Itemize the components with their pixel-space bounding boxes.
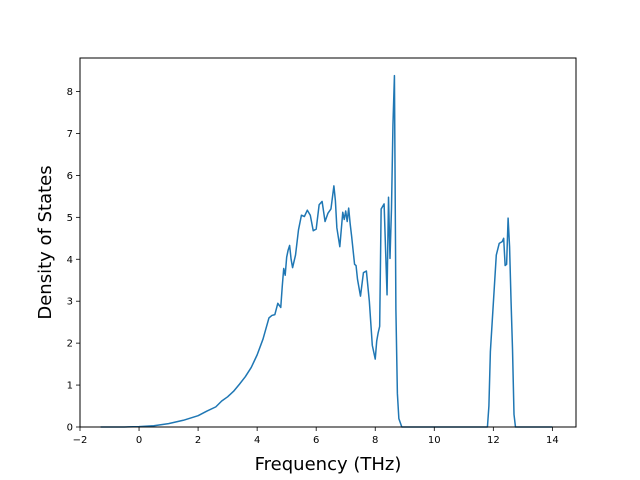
x-tick-label: 8 xyxy=(372,435,378,446)
x-tick-label: 12 xyxy=(487,435,500,446)
y-tick-label: 0 xyxy=(67,423,73,434)
dos-series-line-0 xyxy=(100,74,553,428)
y-tick-label: 3 xyxy=(67,297,73,308)
y-tick-label: 7 xyxy=(67,129,73,140)
y-tick-label: 8 xyxy=(67,87,73,98)
y-axis-label: Density of States xyxy=(35,165,56,319)
y-tick-label: 4 xyxy=(67,255,73,266)
x-tick-label: 10 xyxy=(428,435,441,446)
x-tick-label: −2 xyxy=(73,435,88,446)
x-tick-label: 0 xyxy=(136,435,142,446)
y-tick-label: 5 xyxy=(67,213,73,224)
x-tick-label: 4 xyxy=(254,435,260,446)
y-axis-ticks: 0 1 2 3 4 5 6 7 8 xyxy=(67,87,80,434)
x-tick-label: 6 xyxy=(313,435,319,446)
y-tick-label: 6 xyxy=(67,171,73,182)
x-axis-label: Frequency (THz) xyxy=(255,454,402,475)
x-tick-label: 2 xyxy=(195,435,201,446)
y-tick-label: 1 xyxy=(67,381,73,392)
x-tick-label: 14 xyxy=(546,435,559,446)
axes-frame xyxy=(79,57,577,428)
y-tick-label: 2 xyxy=(67,339,73,350)
plot-area xyxy=(100,74,553,428)
x-axis-ticks: −2 0 2 4 6 8 10 12 14 xyxy=(73,427,559,446)
